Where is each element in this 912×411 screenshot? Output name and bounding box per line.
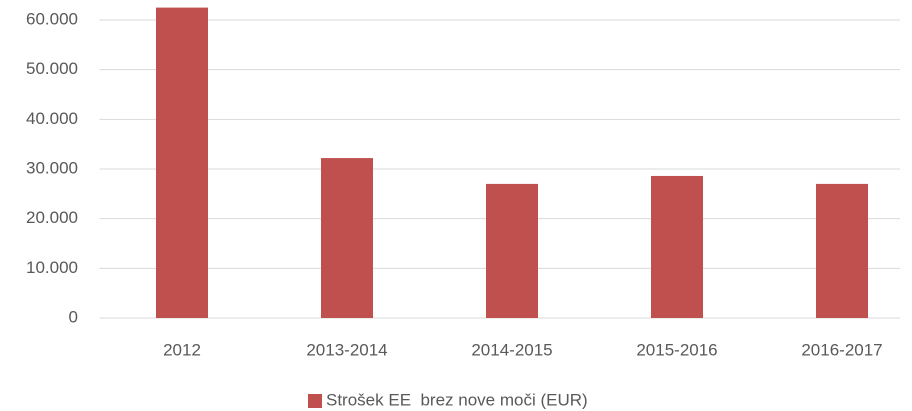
x-tick-label: 2015-2016 <box>636 340 717 359</box>
bar <box>486 183 538 318</box>
x-tick-label: 2012 <box>163 340 201 359</box>
y-tick-label: 50.000 <box>26 59 78 78</box>
y-tick-label: 30.000 <box>26 158 78 177</box>
bar <box>321 158 373 318</box>
y-tick-label: 20.000 <box>26 208 78 227</box>
x-tick-label: 2013-2014 <box>306 340 387 359</box>
legend-label: Strošek EE brez nove moči (EUR) <box>326 390 588 409</box>
y-tick-label: 40.000 <box>26 109 78 128</box>
y-tick-label: 0 <box>69 307 78 326</box>
bar <box>651 175 703 318</box>
legend-swatch <box>308 394 322 408</box>
bar <box>816 183 868 318</box>
x-tick-label: 2014-2015 <box>471 340 552 359</box>
x-tick-label: 2016-2017 <box>801 340 882 359</box>
y-tick-label: 10.000 <box>26 258 78 277</box>
bar <box>156 7 208 318</box>
y-tick-label: 60.000 <box>26 9 78 28</box>
